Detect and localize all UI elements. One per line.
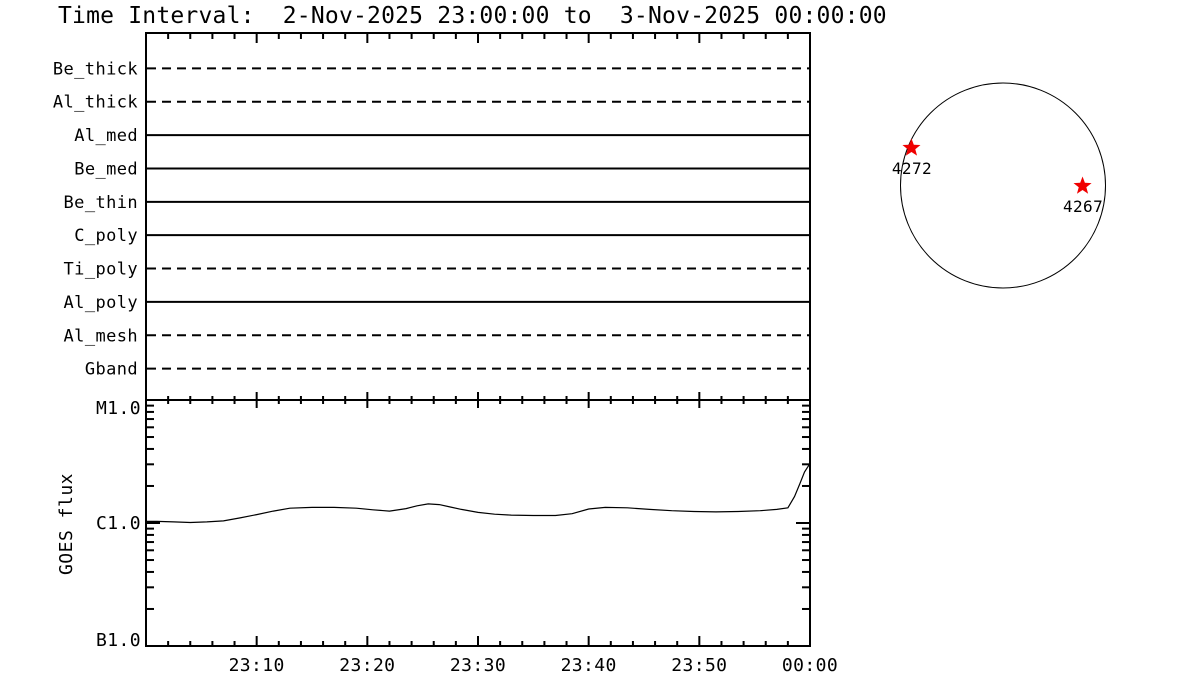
filter-label-Gband: Gband [85,360,138,380]
solar-disk [900,82,1106,289]
x-tick-label-00:00: 00:00 [782,655,838,676]
active-region-label-4272: 4272 [892,159,932,178]
goes-flux-curve [146,463,811,524]
filter-label-Be_thick: Be_thick [53,59,138,79]
filter-label-Al_poly: Al_poly [64,293,138,313]
y-tick-label-B1.0: B1.0 [96,630,141,651]
filter-label-Be_med: Be_med [74,159,138,179]
x-tick-label-23:40: 23:40 [561,655,617,676]
filter-label-Be_thin: Be_thin [64,193,138,213]
filter-label-Al_mesh: Al_mesh [64,326,138,346]
plot-title: Time Interval: 2-Nov-2025 23:00:00 to 3-… [58,3,887,29]
x-tick-label-23:50: 23:50 [671,655,727,676]
filter-label-Ti_poly: Ti_poly [64,260,138,280]
filter-label-Al_med: Al_med [74,126,138,146]
y-tick-label-M1.0: M1.0 [96,398,141,419]
active-region-star-4272 [902,138,921,156]
x-tick-label-23:30: 23:30 [450,655,506,676]
x-tick-label-23:20: 23:20 [339,655,395,676]
active-region-star-4267 [1073,176,1092,194]
x-tick-label-23:10: 23:10 [229,655,285,676]
goes-panel-frame [145,399,811,647]
active-region-label-4267: 4267 [1063,197,1103,216]
filter-label-Al_thick: Al_thick [53,93,138,113]
y-tick-label-C1.0: C1.0 [96,513,141,534]
filter-panel-frame [145,32,811,401]
filter-label-C_poly: C_poly [74,226,138,246]
